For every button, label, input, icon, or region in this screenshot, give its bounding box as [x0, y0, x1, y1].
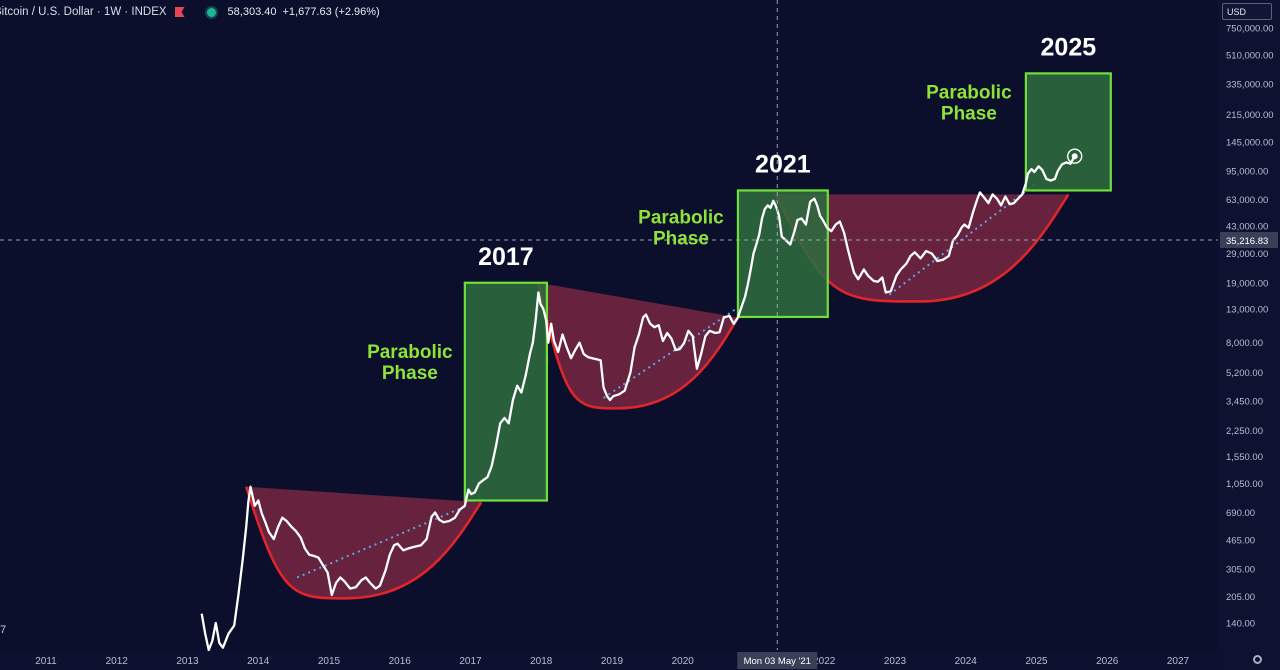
- x-tick-label: 2016: [389, 656, 412, 667]
- phase-year-title: 2025: [1041, 33, 1097, 61]
- y-tick-label: 29,000.00: [1226, 249, 1268, 260]
- y-tick-label: 2,250.00: [1226, 426, 1263, 437]
- y-tick-label: 1,550.00: [1226, 452, 1263, 463]
- cup-area[interactable]: [246, 486, 482, 599]
- currency-selector[interactable]: USD: [1222, 3, 1272, 20]
- y-tick-label: 750,000.00: [1226, 24, 1274, 35]
- price-axis-panel[interactable]: [1218, 0, 1280, 670]
- y-tick-label: 145,000.00: [1226, 137, 1274, 148]
- symbol-title[interactable]: Bitcoin / U.S. Dollar · 1W · INDEX: [0, 6, 167, 18]
- edge-mark: 7: [0, 624, 7, 636]
- y-tick-label: 43,000.00: [1226, 222, 1268, 233]
- cup-area[interactable]: [776, 194, 1069, 302]
- y-tick-label: 305.00: [1226, 565, 1255, 576]
- y-tick-label: 140.00: [1226, 619, 1255, 630]
- phase-label-line1: Parabolic: [638, 207, 724, 228]
- x-tick-label: 2024: [955, 656, 978, 667]
- y-tick-label: 1,050.00: [1226, 479, 1263, 490]
- settings-gear-icon[interactable]: [1253, 655, 1262, 664]
- price-change: +1,677.63 (+2.96%): [282, 6, 380, 18]
- y-tick-label: 3,450.00: [1226, 396, 1263, 407]
- x-tick-label: 2019: [601, 656, 624, 667]
- x-tick-label: 2012: [106, 656, 129, 667]
- time-axis-panel[interactable]: [0, 650, 1218, 670]
- crosshair-price-label: 35,216.83: [1226, 236, 1268, 247]
- x-tick-label: 2013: [176, 656, 199, 667]
- crosshair-date-label: Mon 03 May '21: [744, 656, 811, 667]
- y-tick-label: 215,000.00: [1226, 110, 1274, 121]
- x-tick-label: 2017: [459, 656, 482, 667]
- parabolic-phase-box[interactable]: [736, 189, 829, 319]
- x-tick-label: 2025: [1025, 656, 1048, 667]
- x-tick-label: 2027: [1167, 656, 1190, 667]
- phase-year-title: 2021: [755, 150, 811, 178]
- y-tick-label: 19,000.00: [1226, 278, 1268, 289]
- x-tick-label: 2014: [247, 656, 270, 667]
- crosshair-price-tag: [1220, 232, 1278, 248]
- y-tick-label: 95,000.00: [1226, 167, 1268, 178]
- phase-label-line2: Phase: [941, 103, 997, 124]
- x-tick-label: 2022: [813, 656, 836, 667]
- x-tick-label: 2026: [1096, 656, 1119, 667]
- y-tick-label: 690.00: [1226, 508, 1255, 519]
- y-tick-label: 13,000.00: [1226, 305, 1268, 316]
- market-status-icon: [204, 5, 218, 19]
- flag-icon[interactable]: [174, 7, 185, 17]
- trend-line[interactable]: [888, 182, 1038, 296]
- phase-label-line1: Parabolic: [926, 82, 1012, 103]
- parabolic-phase-box[interactable]: [463, 281, 549, 502]
- y-tick-label: 205.00: [1226, 592, 1255, 603]
- y-tick-label: 8,000.00: [1226, 338, 1263, 349]
- symbol-header: Bitcoin / U.S. Dollar · 1W · INDEX 58,30…: [0, 3, 380, 21]
- y-tick-label: 5,200.00: [1226, 368, 1263, 379]
- x-tick-label: 2015: [318, 656, 341, 667]
- cup-area[interactable]: [538, 282, 738, 409]
- crosshair-date-tag: [737, 652, 818, 669]
- x-tick-label: 2018: [530, 656, 553, 667]
- cup-curve[interactable]: [244, 486, 483, 600]
- last-price-marker[interactable]: [1067, 148, 1083, 164]
- x-tick-label: 2023: [884, 656, 907, 667]
- trend-line[interactable]: [296, 504, 468, 579]
- x-tick-label: 2011: [35, 656, 57, 667]
- last-price-dot: [1071, 153, 1078, 160]
- y-tick-label: 465.00: [1226, 535, 1255, 546]
- x-tick-label: 2020: [672, 656, 695, 667]
- phase-year-title: 2017: [478, 243, 534, 271]
- y-tick-label: 335,000.00: [1226, 79, 1274, 90]
- parabolic-phase-box[interactable]: [1024, 72, 1112, 192]
- phase-label-line2: Phase: [653, 228, 709, 249]
- price-line[interactable]: [200, 155, 1076, 652]
- last-price: 58,303.40: [227, 6, 277, 18]
- phase-label-line1: Parabolic: [367, 342, 453, 363]
- cup-curve[interactable]: [537, 282, 740, 410]
- phase-label-line2: Phase: [382, 363, 438, 384]
- y-tick-label: 510,000.00: [1226, 50, 1274, 61]
- trend-line[interactable]: [602, 308, 737, 399]
- y-tick-label: 63,000.00: [1226, 195, 1268, 206]
